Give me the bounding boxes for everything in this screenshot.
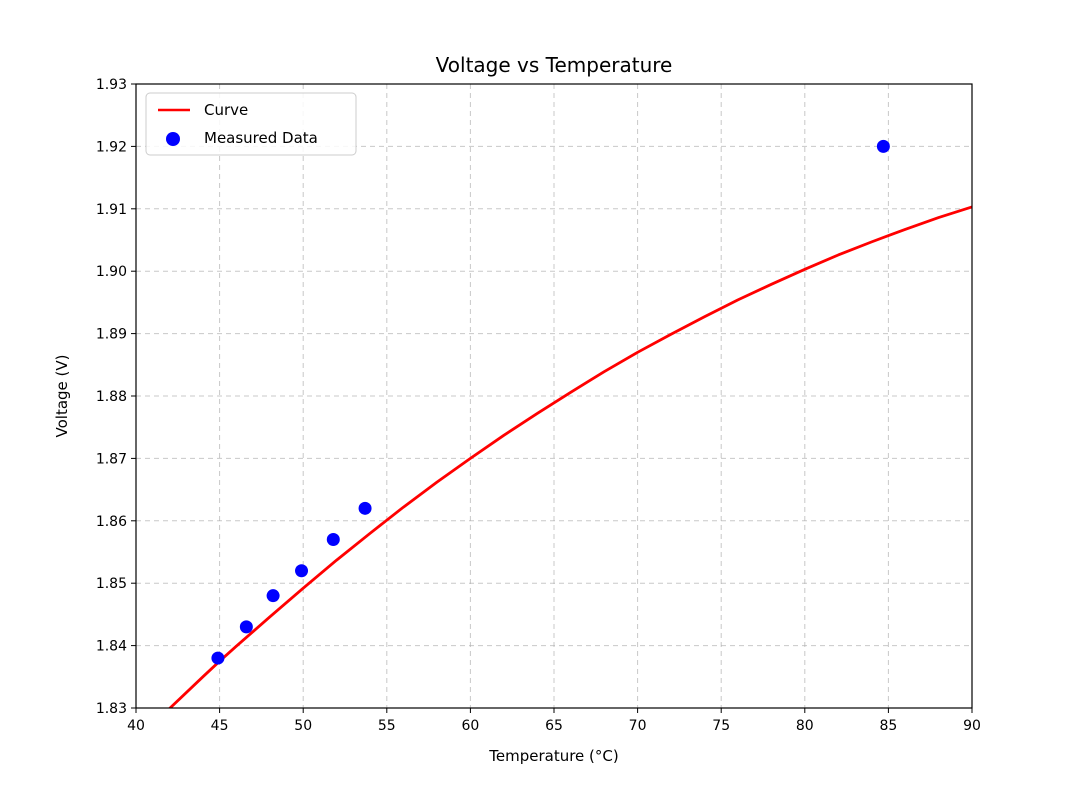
legend: Curve Measured Data — [145, 92, 357, 156]
y-axis-label: Voltage (V) — [53, 355, 71, 438]
plot-data — [168, 139, 972, 708]
x-axis-label: Temperature (°C) — [488, 747, 618, 765]
measured-data-point — [876, 139, 890, 153]
x-tick-label: 60 — [461, 718, 479, 734]
y-tick-label: 1.83 — [96, 701, 127, 717]
legend-box — [145, 92, 357, 156]
legend-measured-label: Measured Data — [204, 129, 318, 147]
x-tick-label: 65 — [545, 718, 563, 734]
x-tick-label: 75 — [712, 718, 730, 734]
x-tick-label: 90 — [963, 718, 981, 734]
axis-ticks: 40 45 50 55 60 65 70 75 80 85 90 1.83 1.84 1.85 1.86 1.… — [96, 77, 981, 734]
y-tick-label: 1.89 — [96, 327, 127, 343]
x-tick-label: 80 — [796, 718, 814, 734]
y-tick-label: 1.85 — [96, 576, 127, 592]
measured-data-point — [358, 501, 372, 515]
y-tick-label: 1.90 — [96, 264, 127, 280]
measured-data-point — [211, 651, 225, 665]
y-tick-label: 1.86 — [96, 514, 127, 530]
x-tick-label: 45 — [211, 718, 229, 734]
x-tick-label: 55 — [378, 718, 396, 734]
y-tick-label: 1.93 — [96, 77, 127, 93]
x-tick-label: 40 — [127, 718, 145, 734]
x-tick-label: 70 — [629, 718, 647, 734]
y-tick-label: 1.84 — [96, 639, 127, 655]
y-tick-label: 1.88 — [96, 389, 127, 405]
x-tick-label: 50 — [294, 718, 312, 734]
y-tick-label: 1.87 — [96, 451, 127, 467]
measured-data-point — [239, 620, 253, 634]
chart-title: Voltage vs Temperature — [436, 53, 673, 77]
y-tick-label: 1.92 — [96, 139, 127, 155]
x-tick-label: 85 — [879, 718, 897, 734]
legend-measured-swatch — [166, 132, 180, 146]
curve-line — [168, 205, 972, 708]
legend-curve-label: Curve — [204, 101, 248, 119]
measured-data-point — [295, 564, 309, 578]
measured-data-point — [266, 589, 280, 603]
y-tick-label: 1.91 — [96, 202, 127, 218]
measured-data-point — [326, 533, 340, 547]
